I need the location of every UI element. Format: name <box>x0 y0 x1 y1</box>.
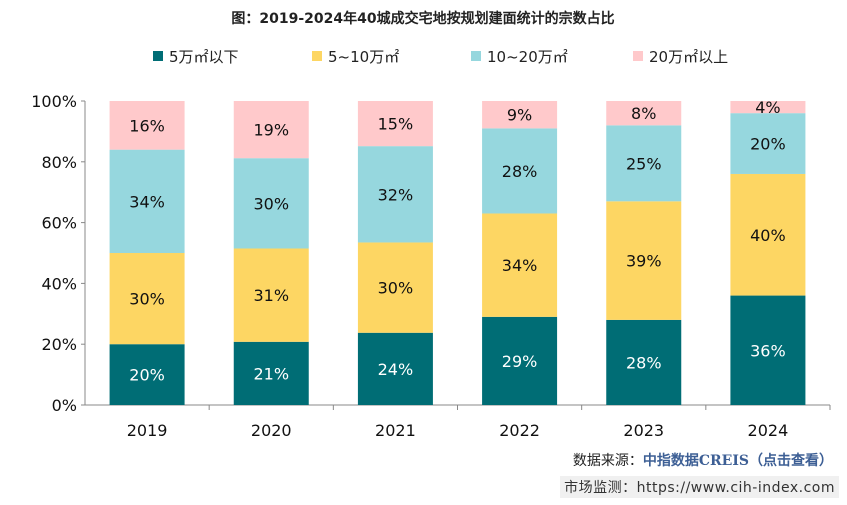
legend-swatch <box>471 51 481 61</box>
data-label: 16% <box>129 116 165 135</box>
legend-swatch <box>312 51 322 61</box>
legend-label: 5~10万㎡ <box>328 48 399 66</box>
data-label: 34% <box>502 256 538 275</box>
bar-segment <box>109 149 185 253</box>
y-tick-label: 0% <box>52 396 77 415</box>
bar-segment <box>482 128 558 214</box>
bar-segment <box>482 101 558 129</box>
bar-segment <box>606 101 682 126</box>
bar-segment <box>109 253 185 345</box>
bar-segment <box>233 158 309 249</box>
y-tick-label: 60% <box>41 214 77 233</box>
data-label: 9% <box>507 106 532 125</box>
bar-segment <box>606 201 682 320</box>
x-tick-label: 2022 <box>499 421 540 440</box>
data-label: 39% <box>626 252 662 271</box>
bar-segment <box>482 316 558 405</box>
bar-segment <box>109 101 185 150</box>
data-label: 25% <box>626 154 662 173</box>
data-label: 19% <box>253 121 289 140</box>
data-label: 24% <box>378 360 414 379</box>
legend-label: 5万㎡以下 <box>169 48 239 66</box>
bar-segment <box>109 344 185 405</box>
source-label: 数据来源： <box>572 453 643 469</box>
monitor-url[interactable]: https://www.cih-index.com <box>636 480 835 496</box>
data-label: 15% <box>378 115 414 134</box>
data-label: 21% <box>253 364 289 383</box>
bar-segment <box>233 248 309 342</box>
monitor-line: 市场监测：https://www.cih-index.com <box>560 476 839 498</box>
bar-segment <box>482 213 558 317</box>
legend-label: 10~20万㎡ <box>487 48 568 66</box>
legend-label: 20万㎡以上 <box>649 48 728 66</box>
y-tick-label: 40% <box>41 274 77 293</box>
bar-segment <box>357 332 433 405</box>
data-label: 34% <box>129 192 165 211</box>
y-tick-label: 20% <box>41 335 77 354</box>
bar-segment <box>357 146 433 243</box>
x-tick-label: 2023 <box>623 421 664 440</box>
data-label: 30% <box>129 290 165 309</box>
data-label: 30% <box>253 194 289 213</box>
bar-segment <box>730 173 806 296</box>
source-link[interactable]: 中指数据CREIS（点击查看） <box>642 453 833 469</box>
data-label: 8% <box>631 104 656 123</box>
bar-segment <box>730 101 806 114</box>
x-tick-label: 2024 <box>748 421 789 440</box>
data-label: 4% <box>755 98 780 117</box>
data-label: 40% <box>750 226 786 245</box>
data-label: 32% <box>378 185 414 204</box>
bar-segment <box>233 101 309 159</box>
y-tick-label: 100% <box>31 92 77 111</box>
data-label: 29% <box>502 352 538 371</box>
bar-segment <box>730 113 806 174</box>
bar-segment <box>730 295 806 405</box>
data-label: 28% <box>626 353 662 372</box>
bar-segment <box>606 319 682 405</box>
bar-segment <box>233 341 309 405</box>
data-label: 31% <box>253 286 289 305</box>
data-label: 30% <box>378 279 414 298</box>
chart-title: 图：2019-2024年40城成交宅地按规划建面统计的宗数占比 <box>231 10 614 27</box>
legend-swatch <box>153 51 163 61</box>
data-label: 20% <box>129 366 165 385</box>
bar-segment <box>357 101 433 147</box>
bar-segment <box>357 242 433 333</box>
x-tick-label: 2020 <box>251 421 292 440</box>
monitor-label: 市场监测： <box>564 480 637 496</box>
legend-swatch <box>633 51 643 61</box>
source-line: 数据来源：中指数据CREIS（点击查看） <box>573 450 833 470</box>
y-tick-label: 80% <box>41 153 77 172</box>
x-tick-label: 2021 <box>375 421 416 440</box>
data-label: 20% <box>750 135 786 154</box>
data-label: 36% <box>750 341 786 360</box>
x-tick-label: 2019 <box>127 421 168 440</box>
data-label: 28% <box>502 162 538 181</box>
bar-segment <box>606 125 682 202</box>
